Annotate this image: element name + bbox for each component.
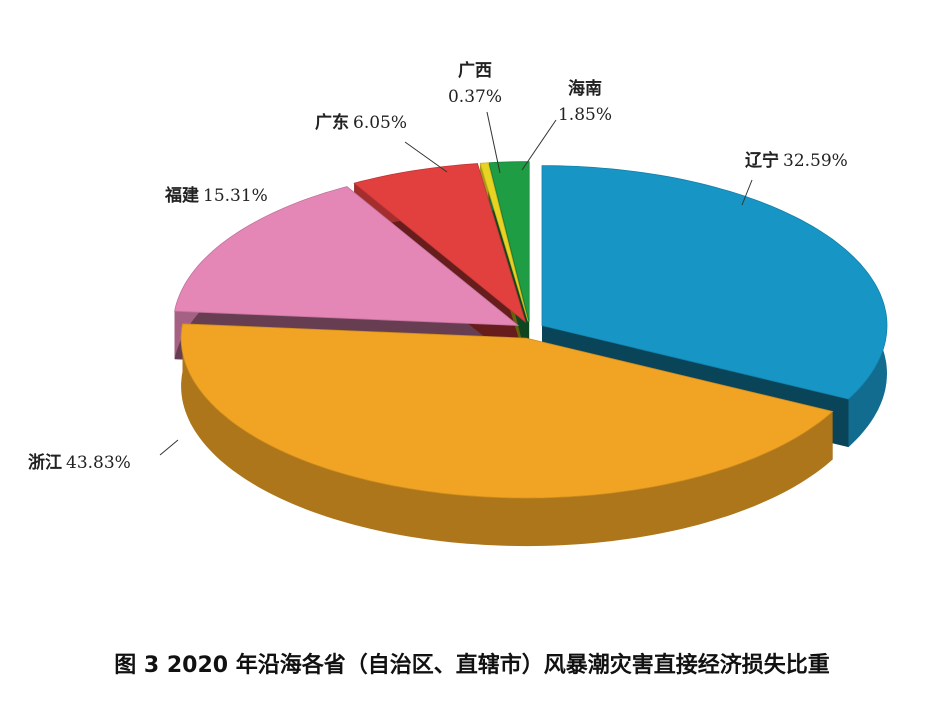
slice-value-label: 43.83% [66,453,131,473]
slice [479,162,529,322]
slice [541,165,888,400]
slice [174,186,520,326]
leader-line [741,179,753,206]
slice-label: 海南 [568,78,602,99]
slice-label: 浙江 [28,452,62,473]
slice-value-label: 0.37% [448,87,502,107]
slice-label-group: 辽宁 32.59% [745,150,848,171]
slice-label-group: 福建 15.31% [164,185,268,206]
slice-value-label: 32.59% [783,151,848,171]
slice-label: 广西 [458,60,492,81]
slice-value-label: 6.05% [353,113,407,133]
slice-label-group: 广东 6.05% [315,112,407,133]
slice-label: 辽宁 [745,150,779,171]
slice-value-label: 1.85% [558,105,612,125]
slice [353,163,527,324]
slice [180,323,834,499]
slice-value-label: 15.31% [203,186,268,206]
leader-line [486,111,501,174]
slice-label: 福建 [164,185,199,206]
leader-line [159,439,179,456]
slice-label: 广东 [315,112,349,133]
slice-wall [181,323,833,547]
slice-label-group: 浙江 43.83% [28,452,131,473]
chart-title: 图 3 2020 年沿海各省（自治区、直辖市）风暴潮灾害直接经济损失比重 [114,652,830,678]
leader-line [404,141,448,173]
leader-line [521,119,557,171]
